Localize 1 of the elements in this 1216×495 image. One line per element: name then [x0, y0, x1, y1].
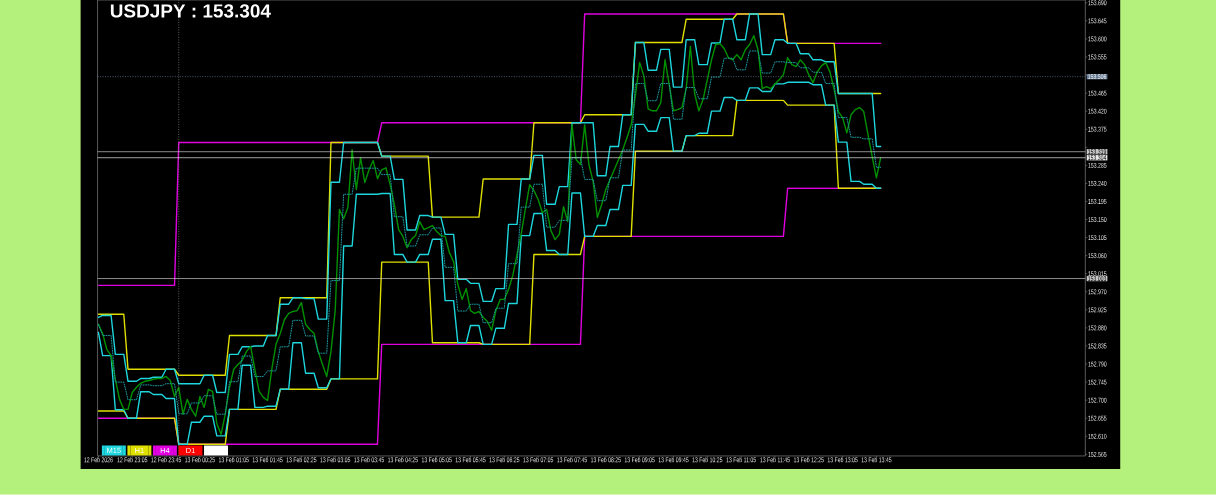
- chart-title: USDJPY : 153.304: [110, 4, 271, 18]
